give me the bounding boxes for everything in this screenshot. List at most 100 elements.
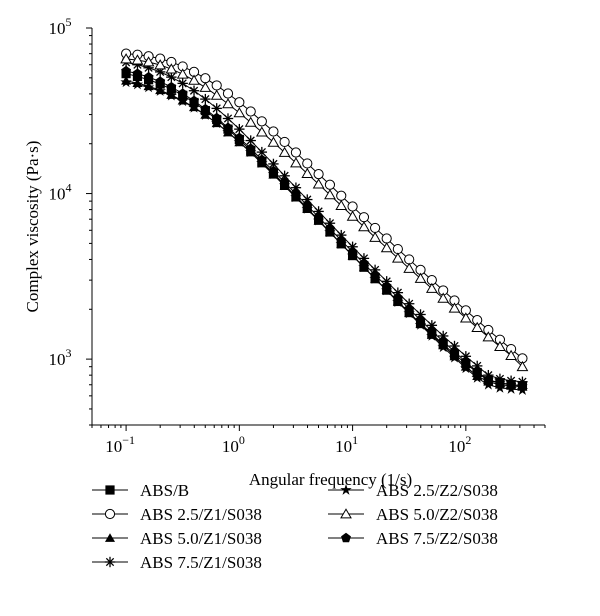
series-3	[121, 75, 528, 391]
data-point	[494, 377, 505, 387]
legend-marker	[340, 508, 352, 519]
data-point	[233, 107, 246, 118]
data-point	[336, 190, 347, 201]
tick-label-exponent: 1	[352, 433, 358, 447]
legend-marker	[340, 484, 352, 495]
legend-label: ABS 5.0/Z1/S038	[140, 529, 262, 548]
data-point	[325, 223, 335, 233]
tick-label-exponent: 2	[465, 433, 471, 447]
data-point	[223, 122, 233, 132]
data-point	[166, 81, 177, 92]
data-point	[301, 167, 314, 178]
data-point	[425, 282, 438, 293]
asterisk-stroke	[235, 124, 244, 134]
legend: ABS/B ABS 2.5/Z1/S038 ABS 5.0/Z1/S038 ABS 7…	[92, 481, 498, 572]
data-point	[200, 73, 211, 84]
asterisk-stroke	[212, 104, 221, 113]
series-5	[120, 76, 529, 395]
data-point	[324, 179, 336, 190]
x-tick-label: 100	[222, 433, 245, 456]
y-tick-label: 105	[49, 15, 72, 38]
legend-label: ABS 2.5/Z2/S038	[376, 481, 498, 500]
legend-item: ABS/B	[92, 481, 189, 500]
asterisk-stroke	[246, 136, 255, 145]
data-point	[426, 329, 438, 341]
data-point	[438, 336, 449, 346]
data-point	[516, 360, 529, 372]
data-point	[142, 56, 155, 67]
data-point	[290, 147, 302, 158]
asterisk-stroke	[105, 557, 115, 567]
series-line	[125, 61, 523, 383]
data-point	[211, 112, 222, 123]
legend-marker	[104, 556, 116, 568]
asterisk-stroke	[303, 195, 312, 204]
data-point	[459, 312, 472, 323]
data-point	[177, 88, 188, 98]
data-point	[166, 71, 177, 83]
tick-label-exponent: 3	[66, 346, 72, 360]
asterisk-stroke	[269, 159, 278, 169]
legend-item: ABS 5.0/Z2/S038	[328, 505, 498, 524]
data-point	[279, 136, 290, 148]
data-point	[267, 136, 280, 147]
data-point	[392, 243, 403, 255]
series-2	[120, 48, 528, 364]
data-point	[234, 97, 245, 108]
data-point	[234, 123, 245, 135]
data-point	[506, 379, 517, 389]
data-point	[460, 362, 472, 374]
data-point	[369, 231, 381, 242]
data-point	[189, 95, 199, 106]
data-point	[335, 199, 348, 210]
data-point	[211, 80, 222, 91]
series-layer	[120, 48, 529, 395]
data-point	[268, 126, 279, 137]
data-point	[256, 154, 267, 164]
data-point	[381, 281, 392, 291]
data-point	[245, 106, 256, 117]
data-point	[449, 346, 460, 356]
data-point	[120, 76, 132, 88]
legend-item: ABS 2.5/Z1/S038	[92, 505, 262, 524]
series-1	[121, 69, 528, 391]
data-point	[234, 132, 245, 143]
data-point	[437, 292, 450, 303]
tick-label-base: 10	[49, 185, 66, 204]
legend-marker	[104, 508, 116, 520]
data-point	[278, 146, 291, 157]
data-point	[381, 233, 392, 244]
data-point	[154, 85, 166, 96]
series-line	[125, 73, 523, 387]
data-point	[131, 54, 144, 65]
tick-label-base: 10	[105, 437, 122, 456]
data-point	[494, 340, 506, 352]
tick-label-base: 10	[49, 350, 66, 369]
data-point	[415, 314, 426, 325]
legend-item: ABS 5.0/Z1/S038	[92, 529, 262, 548]
data-point	[176, 95, 189, 107]
data-point	[222, 98, 234, 109]
data-point	[199, 81, 212, 92]
data-point	[482, 378, 495, 390]
legend-marker	[104, 533, 116, 542]
x-tick-label: 10−1	[105, 433, 135, 456]
series-4	[120, 57, 528, 387]
data-point	[165, 89, 178, 101]
legend-item: ABS 7.5/Z1/S038	[92, 553, 262, 572]
data-point	[347, 246, 358, 257]
data-point	[245, 143, 256, 153]
legend-marker	[341, 532, 351, 543]
data-point	[358, 221, 370, 232]
data-point	[121, 65, 132, 76]
data-point	[482, 331, 495, 342]
data-point	[347, 201, 358, 212]
data-point	[222, 113, 234, 124]
data-point	[256, 116, 267, 127]
data-point	[426, 325, 437, 336]
legend-item: ABS 2.5/Z2/S038	[328, 481, 498, 500]
data-point	[346, 210, 359, 221]
data-point	[505, 349, 517, 361]
